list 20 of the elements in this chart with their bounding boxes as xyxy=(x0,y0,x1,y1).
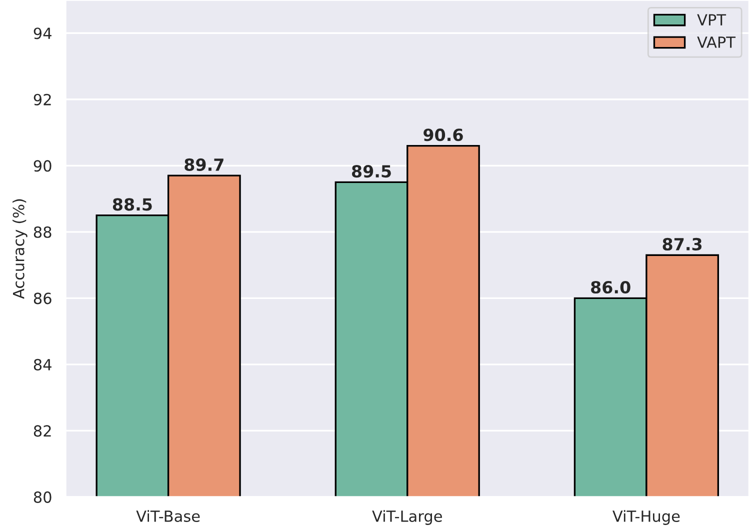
y-tick-label: 80 xyxy=(34,491,52,503)
data-label: 90.6 xyxy=(424,128,463,142)
y-tick-label: 88 xyxy=(34,226,52,238)
y-tick-label: 90 xyxy=(34,160,52,172)
y-tick-label: 92 xyxy=(34,94,51,106)
legend-label: VPT xyxy=(697,14,726,26)
y-tick-label: 86 xyxy=(34,292,52,304)
y-tick-label: 94 xyxy=(34,28,52,40)
data-label: 89.5 xyxy=(352,164,391,178)
data-label: 86.0 xyxy=(591,280,630,294)
x-tick-label: ViT-Large xyxy=(372,510,442,525)
legend-label: VAPT xyxy=(697,36,736,48)
y-tick-label: 82 xyxy=(34,425,51,437)
y-tick-label: 84 xyxy=(34,358,52,370)
y-axis-title: Accuracy (%) xyxy=(12,199,28,299)
data-label: 87.3 xyxy=(662,238,702,250)
x-tick-label: ViT-Huge xyxy=(612,510,680,525)
data-label: 89.7 xyxy=(184,158,224,171)
x-tick-label: ViT-Base xyxy=(136,510,200,522)
data-label: 88.5 xyxy=(112,198,152,211)
